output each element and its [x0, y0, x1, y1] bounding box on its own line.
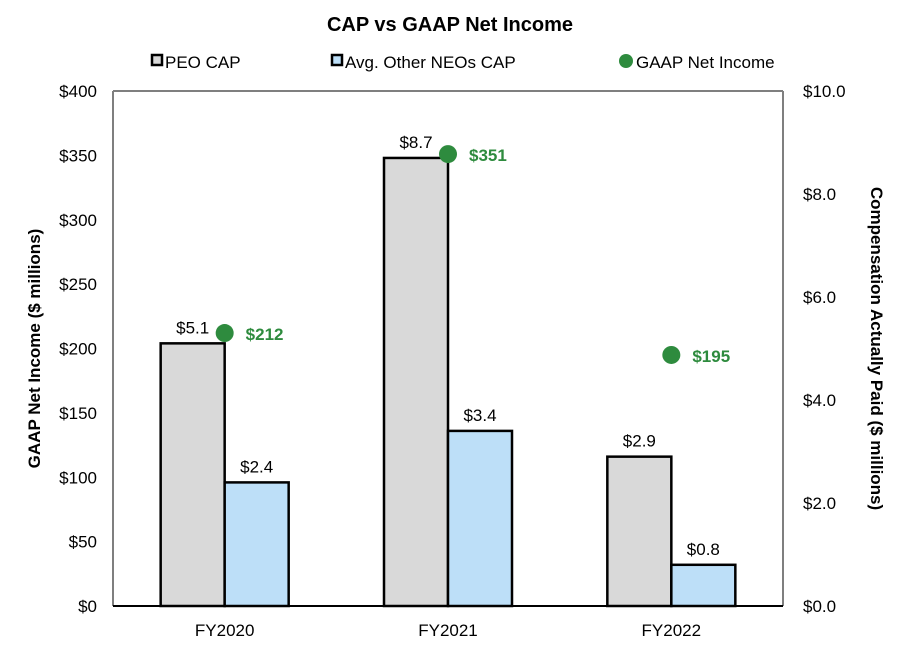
- net-income-point: [215, 324, 234, 343]
- legend-label: PEO CAP: [165, 53, 241, 72]
- bar-data-label: $8.7: [399, 133, 432, 152]
- y-right-tick-label: $0.0: [803, 597, 836, 616]
- y-left-tick-label: $200: [59, 340, 97, 359]
- bar: [159, 342, 226, 608]
- y-right-tick-label: $8.0: [803, 185, 836, 204]
- y-right-tick-label: $10.0: [803, 82, 846, 101]
- net-income-data-label: $212: [246, 325, 284, 344]
- y-left-tick-label: $150: [59, 404, 97, 423]
- bar: [382, 156, 450, 608]
- y-left-tick-label: $250: [59, 275, 97, 294]
- legend-swatch: [330, 53, 344, 67]
- x-tick-label: FY2022: [642, 621, 702, 640]
- net-income-data-label: $351: [469, 146, 507, 165]
- bar: [446, 429, 514, 608]
- bar-data-label: $0.8: [687, 540, 720, 559]
- y-left-label: GAAP Net Income ($ millions): [25, 229, 44, 469]
- x-tick-label: FY2020: [195, 621, 255, 640]
- y-left-tick-label: $300: [59, 211, 97, 230]
- chart-title: CAP vs GAAP Net Income: [327, 14, 573, 36]
- y-left-tick-label: $0: [78, 597, 97, 616]
- legend: PEO CAP Avg. Other NEOs CAP GAAP Net Incom…: [150, 53, 775, 72]
- bar-data-label: $3.4: [463, 406, 496, 425]
- legend-marker: [619, 54, 633, 68]
- bar: [223, 481, 290, 608]
- legend-label: GAAP Net Income: [636, 53, 775, 72]
- legend-label: Avg. Other NEOs CAP: [345, 53, 516, 72]
- y-right-tick-label: $2.0: [803, 494, 836, 513]
- bar-data-label: $2.9: [623, 432, 656, 451]
- y-right-tick-label: $4.0: [803, 391, 836, 410]
- x-tick-label: FY2021: [418, 621, 478, 640]
- y-left-tick-label: $350: [59, 146, 97, 165]
- bar: [670, 563, 737, 608]
- net-income-point: [662, 345, 681, 364]
- y-left-tick-label: $100: [59, 468, 97, 487]
- bar-data-label: $2.4: [240, 457, 273, 476]
- bar: [606, 455, 673, 608]
- legend-swatch: [150, 53, 164, 67]
- y-left-tick-label: $50: [69, 533, 97, 552]
- net-income-data-label: $195: [692, 347, 730, 366]
- y-left-tick-label: $400: [59, 82, 97, 101]
- y-right-tick-label: $6.0: [803, 288, 836, 307]
- net-income-point: [439, 145, 457, 164]
- bar-data-label: $5.1: [176, 318, 209, 337]
- y-right-label: Compensation Actually Paid ($ millions): [867, 187, 886, 510]
